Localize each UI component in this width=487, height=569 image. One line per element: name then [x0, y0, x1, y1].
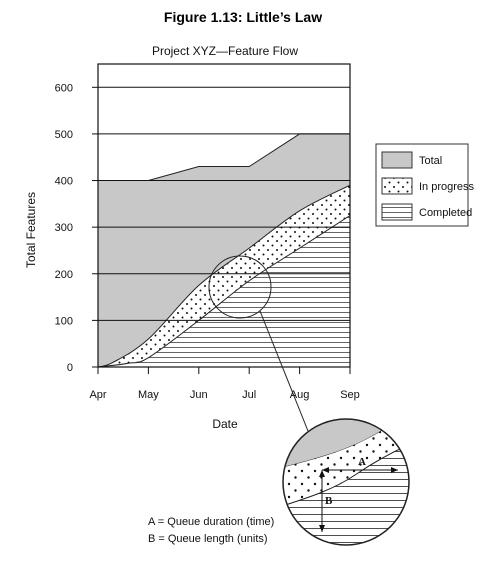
x-axis: Apr May Jun Jul Aug Sep [89, 367, 360, 401]
magnifier-callout: A B [208, 255, 410, 546]
legend-swatch-in-progress [381, 177, 413, 195]
x-tick-label: Jun [190, 389, 208, 401]
chart-title: Project XYZ—Feature Flow [152, 44, 298, 58]
x-tick-label: Jul [242, 389, 256, 401]
legend-swatch-completed [381, 203, 413, 221]
plot-area [97, 63, 351, 368]
y-tick-label: 500 [55, 129, 73, 141]
note-b: B = Queue length (units) [148, 533, 268, 545]
callout-label-b: B [325, 495, 333, 507]
plot-frame [97, 63, 351, 368]
legend: Total In progress Completed [375, 143, 475, 227]
y-tick-label: 400 [55, 176, 73, 188]
figure-title: Figure 1.13: Little’s Law [164, 9, 322, 25]
legend-label-in-progress: In progress [419, 181, 475, 193]
magnifier-circle [282, 418, 410, 546]
leader-line [259, 310, 309, 432]
legend-label-completed: Completed [419, 207, 472, 219]
legend-swatch-total [381, 151, 413, 169]
y-axis-label: Total Features [24, 192, 38, 268]
y-axis: 0 100 200 300 400 500 600 [55, 82, 98, 374]
y-tick-label: 300 [55, 222, 73, 234]
y-tick-label: 600 [55, 82, 73, 94]
callout-label-a: A [358, 456, 366, 468]
x-tick-label: Sep [340, 389, 360, 401]
x-tick-label: Apr [89, 389, 106, 401]
magnified-view [283, 419, 409, 545]
y-tick-label: 100 [55, 315, 73, 327]
y-tick-label: 0 [67, 362, 73, 374]
note-a: A = Queue duration (time) [148, 516, 274, 528]
line-in-progress [97, 184, 351, 368]
legend-label-total: Total [419, 155, 442, 167]
x-axis-label: Date [212, 417, 238, 431]
x-tick-label: May [138, 389, 159, 401]
x-tick-label: Aug [290, 389, 310, 401]
focus-circle [208, 255, 272, 319]
area-completed [98, 215, 350, 367]
y-tick-label: 200 [55, 269, 73, 281]
